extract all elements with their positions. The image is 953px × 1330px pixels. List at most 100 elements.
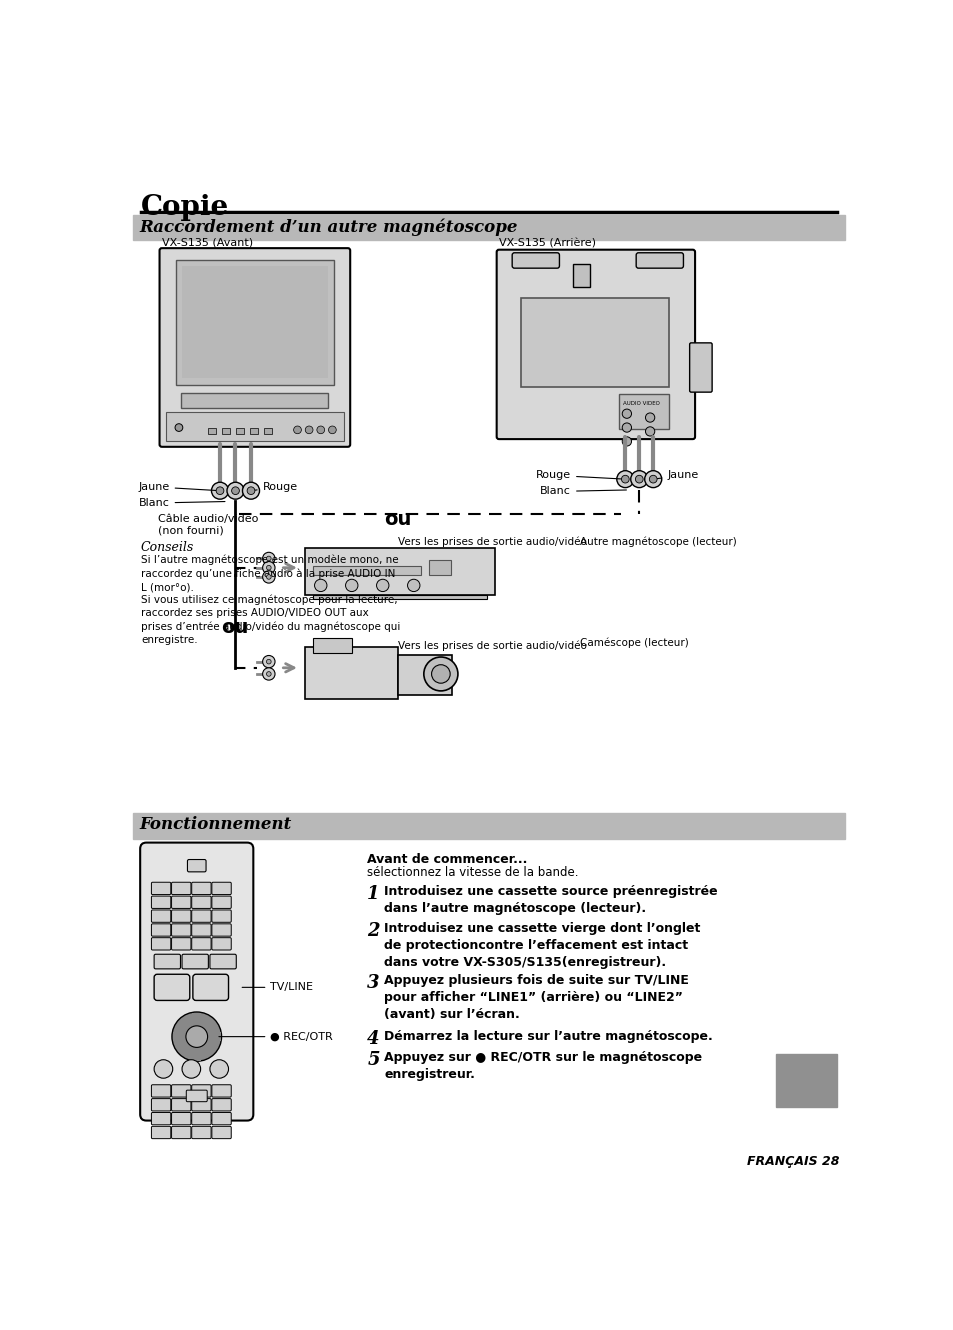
Circle shape	[212, 483, 229, 499]
Text: FRANÇAIS 28: FRANÇAIS 28	[747, 1156, 840, 1168]
Bar	[182, 266, 328, 378]
Text: Rouge: Rouge	[253, 481, 297, 492]
Text: Vers les prises de sortie audio/vidéo: Vers les prises de sortie audio/vidéo	[397, 537, 586, 548]
FancyBboxPatch shape	[212, 1127, 231, 1138]
FancyBboxPatch shape	[152, 1085, 171, 1097]
FancyBboxPatch shape	[212, 1099, 231, 1111]
Bar	[181, 392, 328, 408]
FancyBboxPatch shape	[172, 924, 191, 936]
Circle shape	[621, 410, 631, 419]
FancyBboxPatch shape	[212, 1112, 231, 1125]
Bar	[212, 1032, 220, 1041]
FancyBboxPatch shape	[154, 975, 190, 1000]
FancyBboxPatch shape	[212, 1085, 231, 1097]
FancyBboxPatch shape	[636, 253, 682, 269]
Bar	[313, 567, 421, 576]
FancyBboxPatch shape	[172, 1099, 191, 1111]
Bar	[776, 1055, 836, 1107]
Circle shape	[172, 1012, 221, 1061]
Bar	[192, 1051, 201, 1060]
FancyBboxPatch shape	[192, 1112, 211, 1125]
Circle shape	[305, 426, 313, 434]
Circle shape	[266, 565, 271, 571]
Text: Blanc: Blanc	[539, 487, 626, 496]
Text: Autre magnétoscope (lecteur): Autre magnétoscope (lecteur)	[579, 537, 737, 548]
Circle shape	[262, 571, 274, 583]
Circle shape	[621, 436, 631, 446]
Text: Si l’autre magnétoscope est un modèle mono, ne
raccordez qu’une fiche audio à la: Si l’autre magnétoscope est un modèle mo…	[141, 555, 398, 592]
Text: Vers les prises de sortie audio/vidéo: Vers les prises de sortie audio/vidéo	[397, 641, 586, 652]
FancyBboxPatch shape	[154, 954, 180, 968]
Text: 2: 2	[367, 922, 379, 940]
Circle shape	[242, 483, 259, 499]
Text: Câble audio/vidéo
(non fourni): Câble audio/vidéo (non fourni)	[158, 513, 258, 536]
FancyBboxPatch shape	[152, 1099, 171, 1111]
FancyBboxPatch shape	[172, 1085, 191, 1097]
FancyBboxPatch shape	[140, 843, 253, 1121]
FancyBboxPatch shape	[689, 343, 711, 392]
Bar	[572, 263, 589, 287]
Circle shape	[644, 471, 661, 488]
Bar	[250, 428, 257, 434]
FancyBboxPatch shape	[192, 1127, 211, 1138]
Text: Jaune: Jaune	[138, 481, 217, 492]
Bar	[429, 560, 451, 576]
Bar	[397, 654, 452, 694]
FancyBboxPatch shape	[192, 1099, 211, 1111]
FancyBboxPatch shape	[212, 896, 231, 908]
Circle shape	[262, 552, 274, 565]
Circle shape	[266, 672, 271, 676]
Text: 3: 3	[367, 975, 379, 992]
FancyBboxPatch shape	[182, 954, 208, 968]
FancyBboxPatch shape	[210, 954, 236, 968]
FancyBboxPatch shape	[152, 1127, 171, 1138]
Text: TV/LINE: TV/LINE	[242, 983, 313, 992]
FancyBboxPatch shape	[212, 910, 231, 922]
Circle shape	[621, 423, 631, 432]
Text: AUDIO VIDEO: AUDIO VIDEO	[622, 400, 659, 406]
Circle shape	[294, 426, 301, 434]
FancyBboxPatch shape	[192, 896, 211, 908]
Text: Introduisez une cassette source préenregistrée
dans l’autre magnétoscope (lecteu: Introduisez une cassette source préenreg…	[384, 884, 718, 915]
Text: Blanc: Blanc	[138, 497, 225, 508]
Bar	[166, 412, 344, 440]
Text: VX-S135 (Avant): VX-S135 (Avant)	[162, 237, 253, 247]
Text: Appuyez sur ● REC/OTR sur le magnétoscope
enregistreur.: Appuyez sur ● REC/OTR sur le magnétoscop…	[384, 1051, 701, 1081]
Text: 1: 1	[367, 884, 379, 903]
Circle shape	[617, 471, 633, 488]
Circle shape	[186, 1025, 208, 1048]
Circle shape	[262, 561, 274, 573]
FancyBboxPatch shape	[172, 1112, 191, 1125]
Text: ou: ou	[384, 511, 412, 529]
Circle shape	[316, 426, 324, 434]
FancyBboxPatch shape	[152, 1112, 171, 1125]
Bar	[305, 548, 495, 595]
Bar	[236, 428, 244, 434]
FancyBboxPatch shape	[172, 1127, 191, 1138]
Circle shape	[376, 580, 389, 592]
Bar	[618, 395, 669, 430]
Text: Conseils: Conseils	[141, 541, 194, 553]
Bar	[264, 428, 272, 434]
FancyBboxPatch shape	[192, 924, 211, 936]
Circle shape	[210, 1060, 229, 1079]
FancyBboxPatch shape	[212, 882, 231, 895]
Circle shape	[635, 475, 642, 483]
Circle shape	[266, 556, 271, 561]
FancyBboxPatch shape	[152, 882, 171, 895]
Bar	[192, 1012, 201, 1021]
Text: Copie: Copie	[141, 194, 229, 221]
Circle shape	[345, 580, 357, 592]
Text: Rouge: Rouge	[536, 471, 622, 480]
Bar	[313, 638, 352, 653]
Text: ou: ou	[221, 618, 249, 637]
Text: Démarrez la lecture sur l’autre magnétoscope.: Démarrez la lecture sur l’autre magnétos…	[384, 1029, 712, 1043]
Text: 5: 5	[367, 1051, 379, 1069]
Circle shape	[431, 665, 450, 684]
Text: sélectionnez la vitesse de la bande.: sélectionnez la vitesse de la bande.	[367, 866, 578, 879]
FancyBboxPatch shape	[172, 896, 191, 908]
FancyBboxPatch shape	[187, 859, 206, 872]
Circle shape	[232, 487, 239, 495]
Circle shape	[262, 656, 274, 668]
Circle shape	[649, 475, 657, 483]
